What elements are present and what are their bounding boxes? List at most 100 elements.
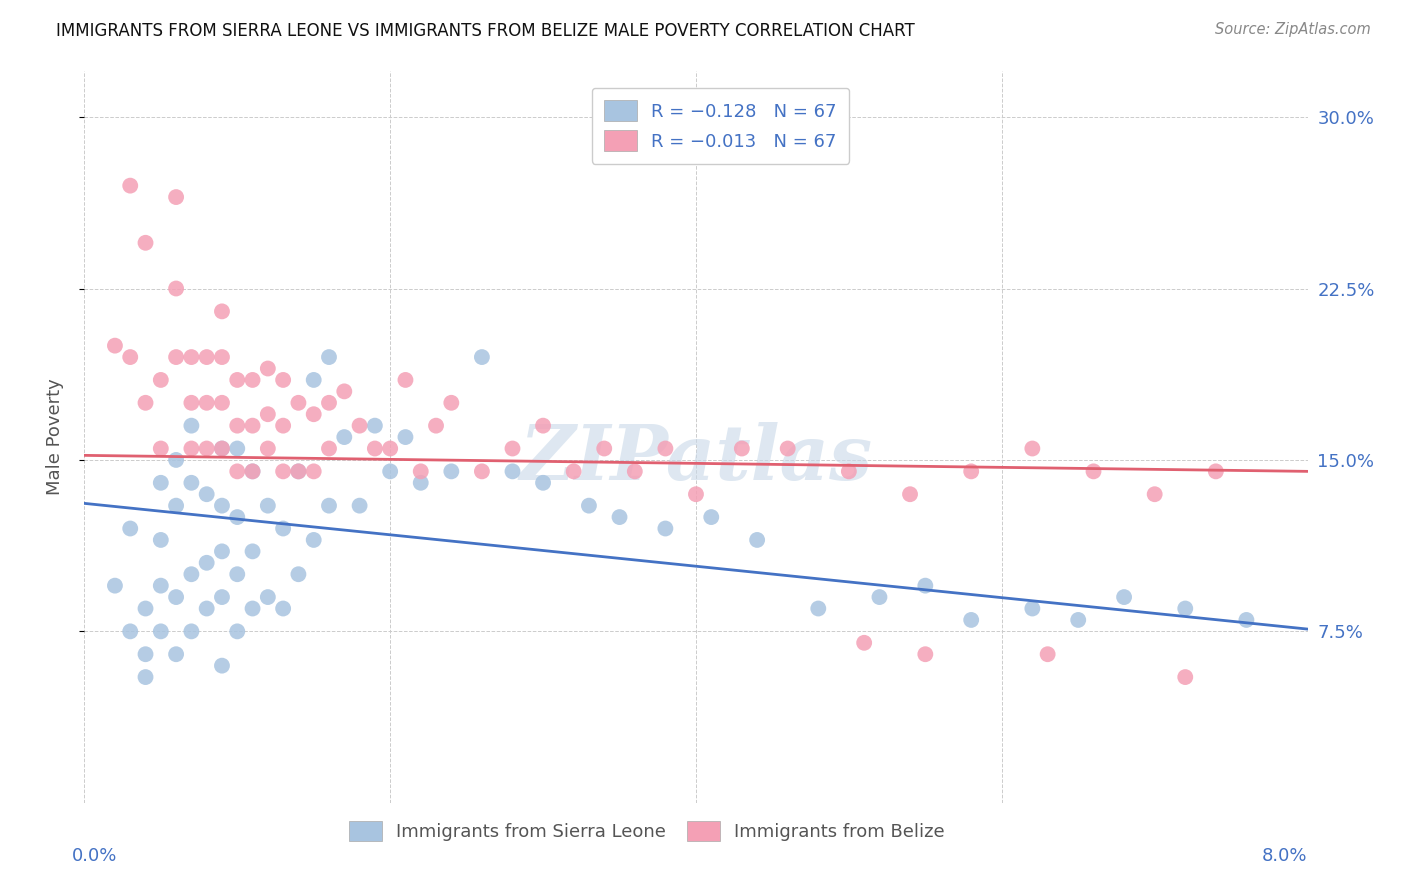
Point	[302, 407, 325, 421]
Point	[287, 396, 309, 410]
Point	[180, 350, 202, 364]
Point	[165, 499, 187, 513]
Point	[409, 464, 432, 478]
Point	[1205, 464, 1227, 478]
Point	[1174, 670, 1197, 684]
Point	[257, 407, 280, 421]
Point	[502, 442, 524, 456]
Point	[562, 464, 585, 478]
Point	[747, 533, 769, 547]
Point	[440, 396, 463, 410]
Point	[226, 464, 249, 478]
Point	[685, 487, 707, 501]
Point	[364, 418, 387, 433]
Point	[120, 178, 142, 193]
Y-axis label: Male Poverty: Male Poverty	[45, 379, 63, 495]
Point	[593, 442, 616, 456]
Point	[195, 487, 218, 501]
Point	[1021, 442, 1043, 456]
Point	[180, 418, 202, 433]
Point	[211, 442, 233, 456]
Point	[318, 396, 340, 410]
Point	[120, 624, 142, 639]
Point	[654, 521, 676, 535]
Point	[271, 373, 294, 387]
Point	[211, 442, 233, 456]
Point	[226, 373, 249, 387]
Point	[257, 499, 280, 513]
Point	[195, 442, 218, 456]
Point	[104, 338, 127, 352]
Point	[394, 430, 416, 444]
Point	[853, 636, 876, 650]
Point	[914, 579, 936, 593]
Point	[120, 521, 142, 535]
Point	[135, 396, 157, 410]
Point	[242, 464, 264, 478]
Point	[195, 556, 218, 570]
Point	[531, 475, 554, 490]
Point	[776, 442, 799, 456]
Point	[226, 510, 249, 524]
Point	[578, 499, 600, 513]
Point	[211, 350, 233, 364]
Point	[165, 281, 187, 295]
Point	[700, 510, 723, 524]
Point	[135, 601, 157, 615]
Point	[257, 361, 280, 376]
Point	[394, 373, 416, 387]
Point	[257, 590, 280, 604]
Point	[242, 418, 264, 433]
Point	[242, 464, 264, 478]
Point	[242, 601, 264, 615]
Point	[333, 384, 356, 399]
Point	[380, 442, 402, 456]
Point	[149, 442, 172, 456]
Legend: Immigrants from Sierra Leone, Immigrants from Belize: Immigrants from Sierra Leone, Immigrants…	[339, 810, 956, 852]
Point	[1174, 601, 1197, 615]
Text: Source: ZipAtlas.com: Source: ZipAtlas.com	[1215, 22, 1371, 37]
Text: 8.0%: 8.0%	[1263, 847, 1308, 864]
Point	[271, 464, 294, 478]
Point	[271, 521, 294, 535]
Point	[149, 624, 172, 639]
Point	[287, 567, 309, 582]
Point	[1021, 601, 1043, 615]
Point	[1067, 613, 1090, 627]
Point	[195, 396, 218, 410]
Point	[425, 418, 447, 433]
Point	[838, 464, 860, 478]
Point	[1236, 613, 1258, 627]
Point	[271, 418, 294, 433]
Point	[960, 464, 983, 478]
Point	[271, 601, 294, 615]
Point	[149, 533, 172, 547]
Point	[226, 418, 249, 433]
Point	[914, 647, 936, 661]
Point	[364, 442, 387, 456]
Point	[211, 396, 233, 410]
Point	[257, 442, 280, 456]
Point	[195, 601, 218, 615]
Text: IMMIGRANTS FROM SIERRA LEONE VS IMMIGRANTS FROM BELIZE MALE POVERTY CORRELATION : IMMIGRANTS FROM SIERRA LEONE VS IMMIGRAN…	[56, 22, 915, 40]
Point	[165, 453, 187, 467]
Point	[165, 190, 187, 204]
Point	[211, 544, 233, 558]
Point	[226, 567, 249, 582]
Point	[120, 350, 142, 364]
Point	[302, 464, 325, 478]
Point	[318, 442, 340, 456]
Point	[349, 499, 371, 513]
Point	[180, 396, 202, 410]
Point	[960, 613, 983, 627]
Point	[302, 533, 325, 547]
Point	[165, 590, 187, 604]
Point	[1143, 487, 1166, 501]
Point	[149, 373, 172, 387]
Point	[180, 567, 202, 582]
Point	[180, 624, 202, 639]
Point	[135, 235, 157, 250]
Point	[1114, 590, 1136, 604]
Point	[226, 624, 249, 639]
Point	[318, 350, 340, 364]
